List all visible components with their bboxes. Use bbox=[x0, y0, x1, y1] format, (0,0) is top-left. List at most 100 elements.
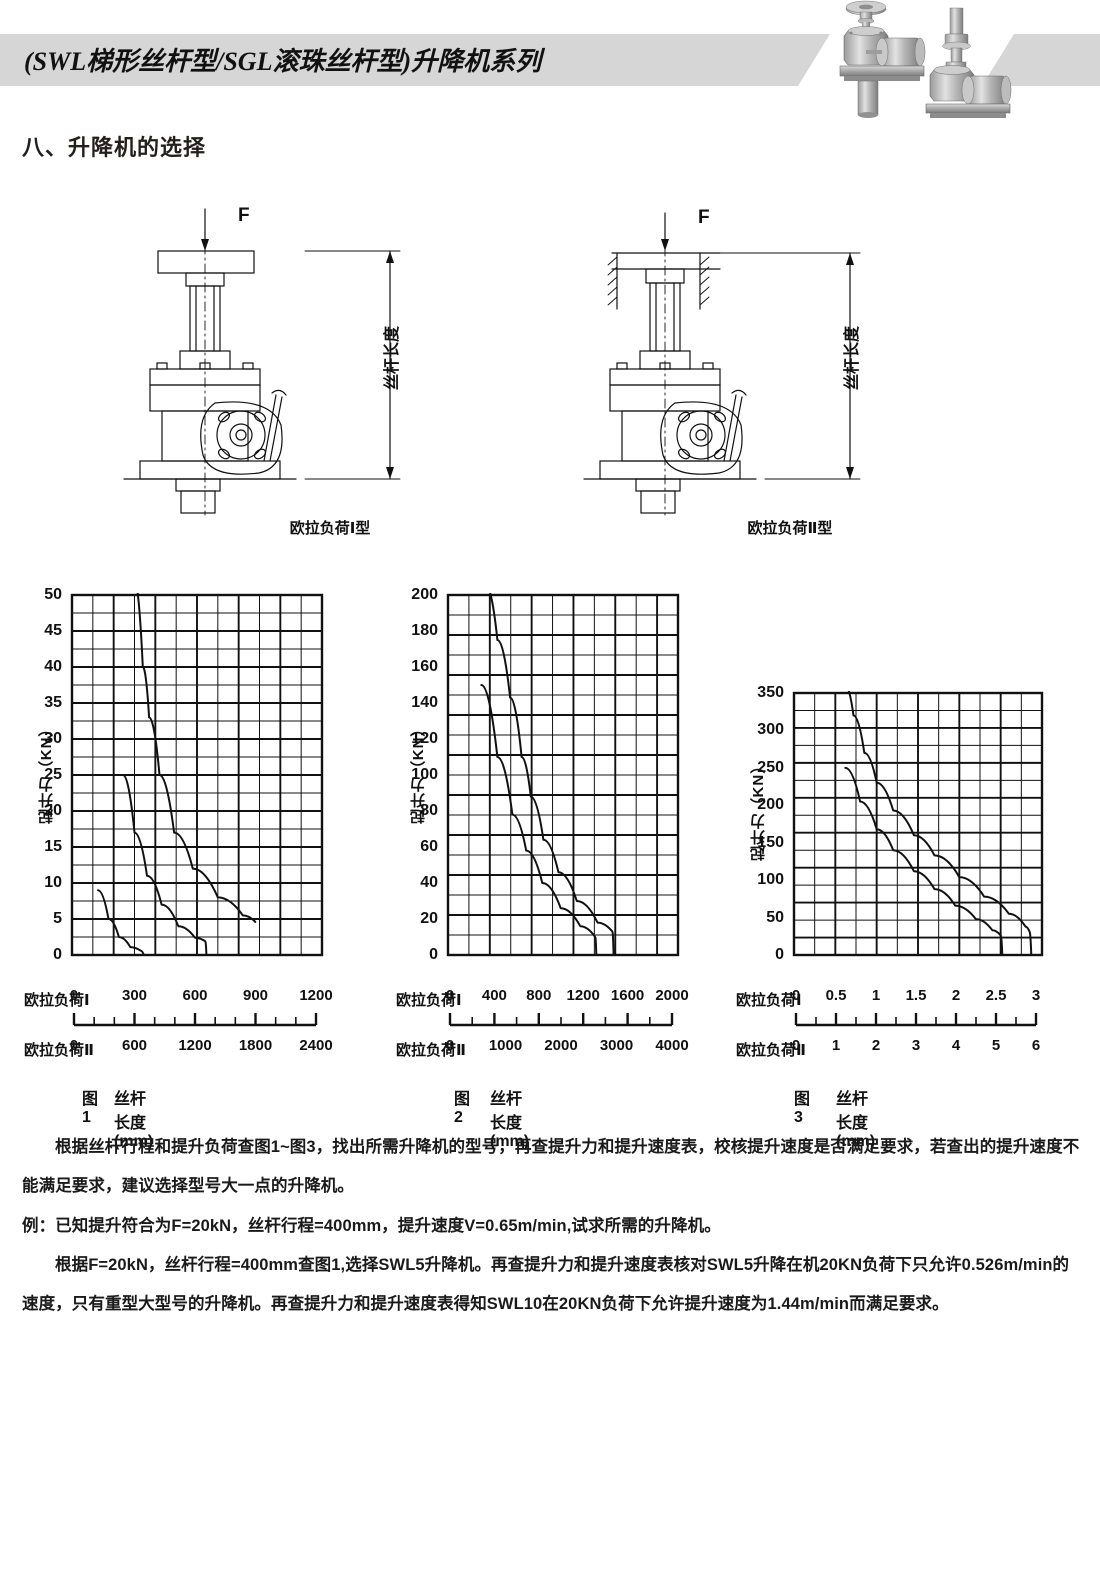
body-paragraph-1: 根据丝杆行程和提升负荷查图1~图3，找出所需升降机的型号，再查提升力和提升速度表… bbox=[22, 1138, 1080, 1196]
chart-curve bbox=[844, 766, 1004, 956]
chart-y-tick-label: 0 bbox=[429, 946, 438, 963]
chart-y-tick-label: 100 bbox=[757, 871, 784, 889]
scale-tick-label: 800 bbox=[526, 987, 552, 1004]
chart-y-tick-label: 20 bbox=[420, 910, 438, 927]
chart-x-axis-label: 丝杆长度(mm) bbox=[490, 1091, 530, 1150]
chart-curve bbox=[97, 889, 145, 956]
scale-tick-label: 4 bbox=[951, 1037, 961, 1054]
chart-y-tick-label: 0 bbox=[775, 946, 784, 963]
scale-tick-label: 2 bbox=[951, 987, 961, 1004]
chart-y-tick-label: 60 bbox=[420, 838, 438, 855]
header-band-left bbox=[0, 34, 830, 86]
chart-x-axis-label: 丝杆长度(mm) bbox=[836, 1091, 876, 1150]
scale-tick-label: 0 bbox=[69, 1037, 79, 1054]
scale-tick-label: 300 bbox=[121, 987, 148, 1004]
chart-curve bbox=[480, 684, 598, 956]
chart-y-tick-label: 40 bbox=[420, 874, 438, 891]
chart-y-tick-label: 180 bbox=[411, 622, 438, 639]
chart-y-tick-label: 140 bbox=[411, 694, 438, 711]
scale-axis-name-1: 欧拉负荷Ⅰ bbox=[24, 992, 90, 1009]
scale-tick-label: 2400 bbox=[299, 1037, 333, 1054]
scale-tick-label: 3 bbox=[911, 1037, 921, 1054]
scale-tick-label: 0 bbox=[791, 1037, 801, 1054]
diagram-caption-1: 欧拉负荷Ⅰ型 bbox=[289, 520, 371, 537]
chart-y-tick-label: 200 bbox=[757, 796, 784, 814]
chart-curve bbox=[847, 691, 1033, 956]
scale-tick-label: 1800 bbox=[238, 1037, 273, 1054]
chart-y-tick-label: 30 bbox=[44, 730, 62, 747]
scale-tick-label: 1600 bbox=[610, 987, 645, 1004]
chart-y-tick-label: 160 bbox=[411, 658, 438, 675]
chart-y-tick-label: 25 bbox=[44, 766, 62, 783]
chart-curve bbox=[136, 593, 257, 923]
diagram-force-label: F bbox=[698, 207, 710, 228]
scale-tick-label: 3000 bbox=[599, 1037, 634, 1054]
chart-y-tick-label: 350 bbox=[757, 684, 784, 701]
chart-y-tick-label: 5 bbox=[53, 910, 62, 927]
product-photo-group bbox=[818, 0, 1018, 120]
scale-tick-label: 2.5 bbox=[985, 987, 1007, 1004]
euler-load-diagrams: F 丝杆长度 欧拉负荷Ⅰ型 bbox=[0, 195, 1100, 555]
chart-y-tick-label: 120 bbox=[411, 730, 438, 747]
scale-tick-label: 0 bbox=[445, 987, 455, 1004]
scale-tick-label: 5 bbox=[991, 1037, 1001, 1054]
chart-y-tick-label: 40 bbox=[44, 658, 62, 675]
chart-y-tick-label: 80 bbox=[420, 802, 438, 819]
chart-y-tick-label: 50 bbox=[766, 908, 784, 926]
chart-figure-number: 图3 bbox=[794, 1091, 811, 1126]
scale-tick-label: 0 bbox=[445, 1037, 455, 1054]
chart-curve bbox=[122, 774, 208, 956]
scale-tick-label: 3 bbox=[1031, 987, 1041, 1004]
scale-ruler bbox=[72, 1013, 318, 1027]
chart-figure-number: 图1 bbox=[82, 1091, 99, 1126]
scale-tick-label: 0.5 bbox=[825, 987, 847, 1004]
chart-y-tick-label: 100 bbox=[411, 766, 438, 783]
scale-tick-label: 1 bbox=[871, 987, 881, 1004]
scale-tick-label: 2000 bbox=[544, 1037, 578, 1054]
scale-tick-label: 6 bbox=[1031, 1037, 1041, 1054]
body-text: 根据丝杆行程和提升负荷查图1~图3，找出所需升降机的型号，再查提升力和提升速度表… bbox=[22, 1128, 1080, 1324]
scale-tick-label: 2 bbox=[871, 1037, 881, 1054]
diagram-euler-load-type-1: F 丝杆长度 欧拉负荷Ⅰ型 bbox=[100, 195, 560, 555]
chart-y-tick-label: 200 bbox=[411, 586, 438, 603]
diagram-force-label: F bbox=[238, 205, 250, 226]
scale-axis-name-2: 欧拉负荷Ⅱ bbox=[24, 1042, 94, 1059]
chart-y-tick-label: 20 bbox=[44, 802, 62, 819]
screw-jack-line-drawing-icon: F 丝杆长度 bbox=[123, 205, 401, 516]
diagram-euler-load-type-2: F 丝杆长度 欧拉负荷Ⅱ型 bbox=[560, 195, 1020, 555]
screw-jack-illustration-icon bbox=[839, 0, 1012, 118]
chart-y-tick-label: 10 bbox=[44, 874, 62, 891]
scale-axis-name-2: 欧拉负荷Ⅱ bbox=[736, 1042, 806, 1059]
chart-plot-area bbox=[792, 691, 1044, 957]
scale-tick-label: 400 bbox=[481, 987, 507, 1004]
chart-figure-number: 图2 bbox=[454, 1091, 471, 1126]
chart-y-tick-label: 250 bbox=[757, 758, 784, 776]
scale-tick-label: 0 bbox=[791, 987, 801, 1004]
scale-tick-label: 1200 bbox=[566, 987, 600, 1004]
scale-ruler bbox=[794, 1013, 1038, 1027]
chart-y-tick-label: 0 bbox=[53, 946, 62, 963]
diagram-caption-2: 欧拉负荷Ⅱ型 bbox=[747, 520, 833, 537]
chart-y-tick-label: 300 bbox=[757, 721, 784, 739]
scale-axis-name-1: 欧拉负荷Ⅰ bbox=[736, 992, 802, 1009]
scale-tick-label: 900 bbox=[242, 987, 269, 1004]
page-header: (SWL梯形丝杆型/SGL滚珠丝杆型)升降机系列 bbox=[0, 0, 1100, 120]
scale-tick-label: 4000 bbox=[655, 1037, 689, 1054]
chart-plot-area bbox=[446, 593, 680, 957]
scale-axis-name-2: 欧拉负荷Ⅱ bbox=[396, 1042, 466, 1059]
screw-jack-line-drawing-fixed-icon: F 丝杆长度 bbox=[583, 207, 861, 516]
scale-tick-label: 1.5 bbox=[905, 987, 927, 1004]
chart-y-tick-label: 50 bbox=[44, 586, 62, 603]
chart-x-axis-label: 丝杆长度(mm) bbox=[114, 1091, 154, 1150]
scale-tick-label: 2000 bbox=[655, 987, 689, 1004]
chart-y-tick-label: 35 bbox=[44, 694, 62, 711]
chart-row: 起升力（KN） 0 5 10 15 20 25 30 35 40 45 50 欧拉负荷Ⅰ 0 300 600 9… bbox=[0, 575, 1100, 1150]
section-heading: 八、升降机的选择 bbox=[22, 135, 207, 160]
body-paragraph-2: 例：已知提升符合为F=20kN，丝杆行程=400mm，提升速度V=0.65m/m… bbox=[22, 1216, 721, 1235]
scale-tick-label: 1 bbox=[831, 1037, 841, 1054]
diagram-dimension-label: 丝杆长度 bbox=[382, 325, 401, 390]
chart-y-tick-label: 45 bbox=[44, 622, 62, 639]
diagram-dimension-label: 丝杆长度 bbox=[842, 325, 861, 390]
chart-y-tick-label: 15 bbox=[44, 838, 62, 855]
